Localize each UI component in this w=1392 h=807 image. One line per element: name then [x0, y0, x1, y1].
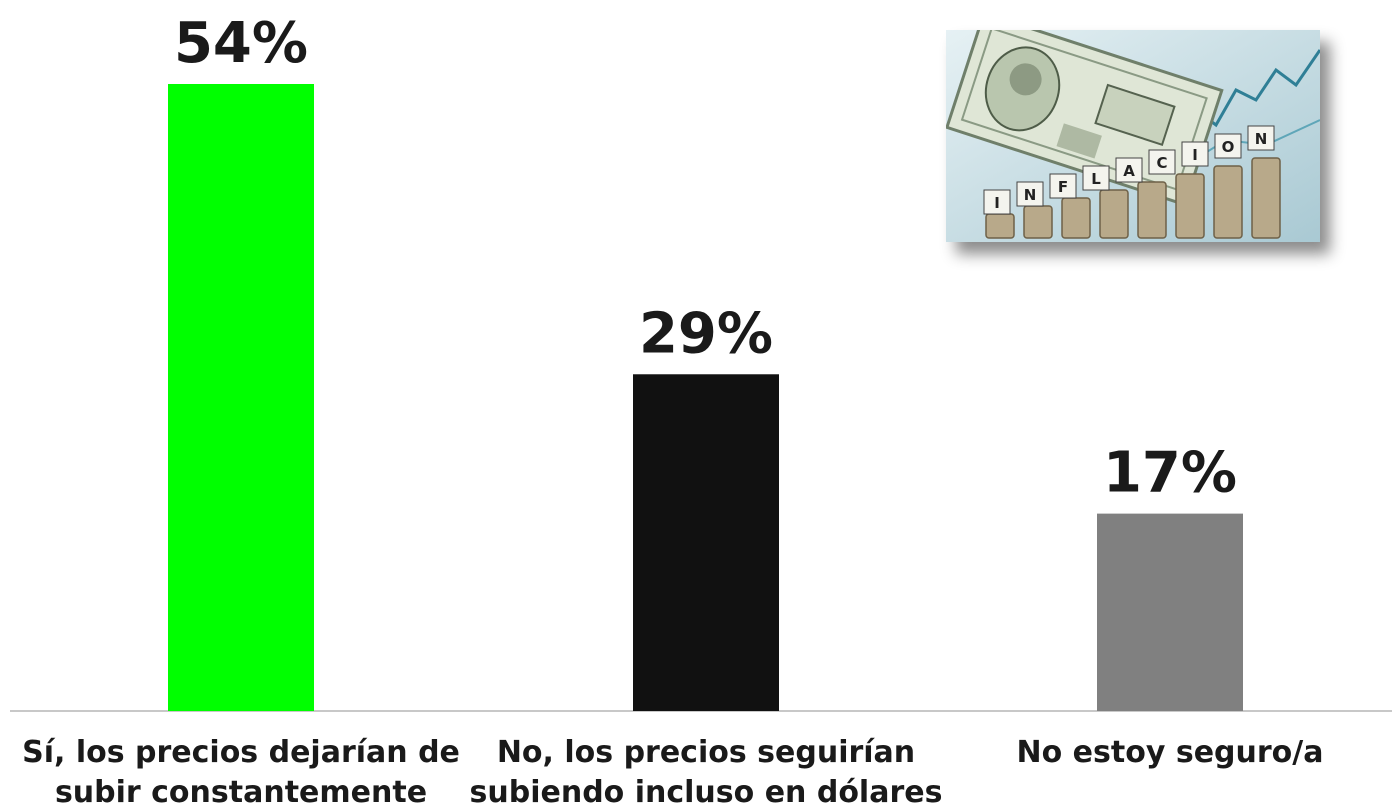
bar-3 — [1097, 513, 1243, 711]
svg-text:N: N — [1255, 130, 1268, 148]
value-label-2: 29% — [639, 301, 773, 366]
svg-text:N: N — [1024, 186, 1037, 204]
letter-tile-3: F — [1049, 173, 1077, 199]
bar-2 — [633, 374, 779, 711]
inflation-illustration: I N F L A C I O N — [946, 30, 1320, 242]
category-label-2-line-1: No, los precios seguirían — [497, 735, 915, 770]
svg-text:A: A — [1123, 162, 1135, 180]
letter-tile-1: I — [983, 189, 1011, 215]
svg-text:I: I — [1192, 146, 1198, 164]
letter-tile-7: I — [1181, 141, 1209, 167]
letter-tile-4: L — [1082, 165, 1110, 191]
letter-tile-2: N — [1016, 181, 1044, 207]
svg-text:O: O — [1222, 138, 1235, 156]
svg-text:I: I — [994, 194, 1000, 212]
inflation-photo: I N F L A C I O N — [946, 30, 1320, 242]
value-label-3: 17% — [1103, 441, 1237, 506]
svg-text:C: C — [1156, 154, 1167, 172]
letter-tile-9: N — [1247, 125, 1275, 151]
letter-tile-8: O — [1214, 133, 1242, 159]
category-label-2-line-2: subiendo incluso en dólares — [470, 775, 943, 807]
category-label-1-line-2: subir constantemente — [55, 775, 427, 807]
bar-1 — [168, 84, 314, 711]
svg-text:F: F — [1058, 178, 1068, 196]
svg-text:L: L — [1091, 170, 1101, 188]
letter-tile-6: C — [1148, 149, 1176, 175]
category-label-1-line-1: Sí, los precios dejarían de — [22, 735, 460, 770]
value-label-1: 54% — [174, 11, 308, 76]
letter-tile-5: A — [1115, 157, 1143, 183]
category-label-3-line-1: No estoy seguro/a — [1017, 735, 1324, 770]
